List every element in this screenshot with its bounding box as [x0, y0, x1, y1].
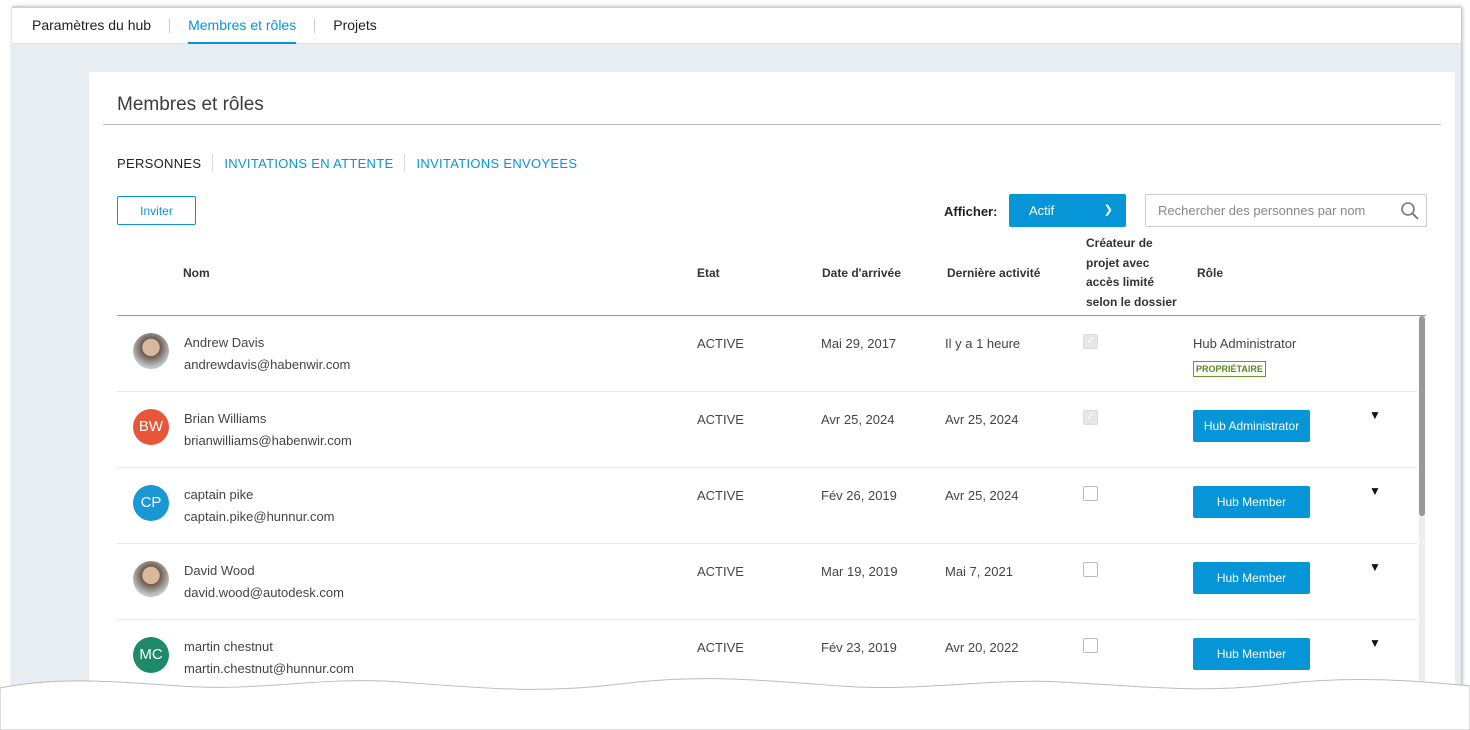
chevron-down-icon: ❯	[1103, 204, 1113, 216]
member-last-activity: Avr 20, 2022	[945, 640, 1019, 655]
role-text: Hub Administrator	[1193, 336, 1297, 351]
separator	[212, 154, 214, 172]
member-joined: Mar 19, 2019	[821, 564, 898, 579]
col-role[interactable]: Rôle	[1197, 266, 1224, 280]
member-name: Brian Williams	[184, 411, 267, 426]
member-name: Andrew Davis	[184, 335, 265, 350]
member-email: david.wood@autodesk.com	[184, 585, 344, 600]
torn-edge	[0, 678, 1470, 730]
sub-tabs: PERSONNES INVITATIONS EN ATTENTE INVITAT…	[117, 154, 577, 172]
member-last-activity: Il y a 1 heure	[945, 336, 1021, 351]
member-email: martin.chestnut@hunnur.com	[184, 661, 355, 676]
top-nav: Paramètres du hub Membres et rôles Proje…	[12, 8, 1461, 44]
role-button[interactable]: Hub Member	[1193, 638, 1310, 670]
member-status: ACTIVE	[697, 488, 744, 503]
table-row: MC martin chestnut martin.chestnut@hunnur…	[117, 620, 1417, 696]
chevron-down-icon[interactable]: ▼	[1369, 560, 1381, 574]
chevron-down-icon[interactable]: ▼	[1369, 636, 1381, 650]
member-joined: Avr 25, 2024	[821, 412, 895, 427]
member-last-activity: Avr 25, 2024	[945, 412, 1019, 427]
project-creator-checkbox[interactable]	[1083, 486, 1098, 501]
scrollbar-thumb[interactable]	[1419, 316, 1425, 516]
col-name[interactable]: Nom	[183, 266, 210, 280]
role-button[interactable]: Hub Member	[1193, 486, 1310, 518]
table-row: CP captain pike captain.pike@hunnur.com A…	[117, 468, 1417, 544]
table-row: BW Brian Williams brianwilliams@habenwir.…	[117, 392, 1417, 468]
role-button[interactable]: Hub Administrator	[1193, 410, 1310, 442]
project-creator-checkbox[interactable]: ✓	[1083, 334, 1098, 349]
tab-projects[interactable]: Projets	[333, 16, 377, 33]
avatar: MC	[133, 637, 169, 673]
member-last-activity: Avr 25, 2024	[945, 488, 1019, 503]
col-last-activity[interactable]: Dernière activité	[947, 266, 1041, 280]
header-divider	[117, 315, 1426, 316]
project-creator-checkbox[interactable]	[1083, 562, 1098, 577]
table-row: David Wood david.wood@autodesk.com ACTIV…	[117, 544, 1417, 620]
member-joined: Fév 26, 2019	[821, 488, 897, 503]
invite-button[interactable]: Inviter	[117, 196, 196, 225]
member-name: David Wood	[184, 563, 255, 578]
member-joined: Mai 29, 2017	[821, 336, 897, 351]
member-email: brianwilliams@habenwir.com	[184, 433, 352, 448]
scrollbar-track[interactable]	[1419, 316, 1425, 716]
chevron-down-icon[interactable]: ▼	[1369, 484, 1381, 498]
project-creator-checkbox[interactable]: ✓	[1083, 410, 1098, 425]
member-joined: Fév 23, 2019	[821, 640, 897, 655]
member-status: ACTIVE	[697, 336, 744, 351]
separator	[314, 18, 316, 33]
member-name: martin chestnut	[184, 639, 273, 654]
tab-pending-invitations[interactable]: INVITATIONS EN ATTENTE	[224, 155, 394, 171]
tab-members-roles[interactable]: Membres et rôles	[188, 8, 297, 44]
avatar: BW	[133, 409, 169, 445]
role-button[interactable]: Hub Member	[1193, 562, 1310, 594]
members-card: Membres et rôles PERSONNES INVITATIONS E…	[89, 72, 1455, 716]
search-icon[interactable]	[1400, 201, 1420, 221]
tab-sent-invitations[interactable]: INVITATIONS ENVOYEES	[416, 155, 578, 171]
filter-label: Afficher:	[944, 204, 998, 219]
separator	[169, 18, 171, 33]
member-status: ACTIVE	[697, 412, 744, 427]
member-email: andrewdavis@habenwir.com	[184, 357, 351, 372]
avatar	[133, 561, 169, 597]
search-input[interactable]	[1146, 195, 1386, 226]
filter-value: Actif	[1029, 203, 1055, 218]
member-status: ACTIVE	[697, 640, 744, 655]
member-status: ACTIVE	[697, 564, 744, 579]
member-email: captain.pike@hunnur.com	[184, 509, 335, 524]
col-status[interactable]: Etat	[697, 266, 720, 280]
divider	[103, 124, 1441, 125]
project-creator-checkbox[interactable]	[1083, 638, 1098, 653]
avatar: CP	[133, 485, 169, 521]
tab-hub-settings[interactable]: Paramètres du hub	[32, 16, 152, 33]
avatar	[133, 333, 169, 369]
owner-badge: PROPRIÉTAIRE	[1193, 361, 1266, 377]
status-filter-dropdown[interactable]: Actif ❯	[1009, 194, 1126, 227]
app-frame: Paramètres du hub Membres et rôles Proje…	[12, 6, 1461, 716]
page-title: Membres et rôles	[117, 94, 264, 115]
member-last-activity: Mai 7, 2021	[945, 564, 1013, 579]
separator	[404, 154, 406, 172]
col-project-creator[interactable]: Créateur de projet avec accès limité sel…	[1086, 236, 1177, 309]
member-name: captain pike	[184, 487, 254, 502]
chevron-down-icon[interactable]: ▼	[1369, 408, 1381, 422]
search-box	[1145, 194, 1427, 227]
table-row: Andrew Davis andrewdavis@habenwir.com AC…	[117, 316, 1417, 392]
col-joined[interactable]: Date d'arrivée	[822, 266, 901, 280]
tab-people[interactable]: PERSONNES	[117, 155, 202, 171]
